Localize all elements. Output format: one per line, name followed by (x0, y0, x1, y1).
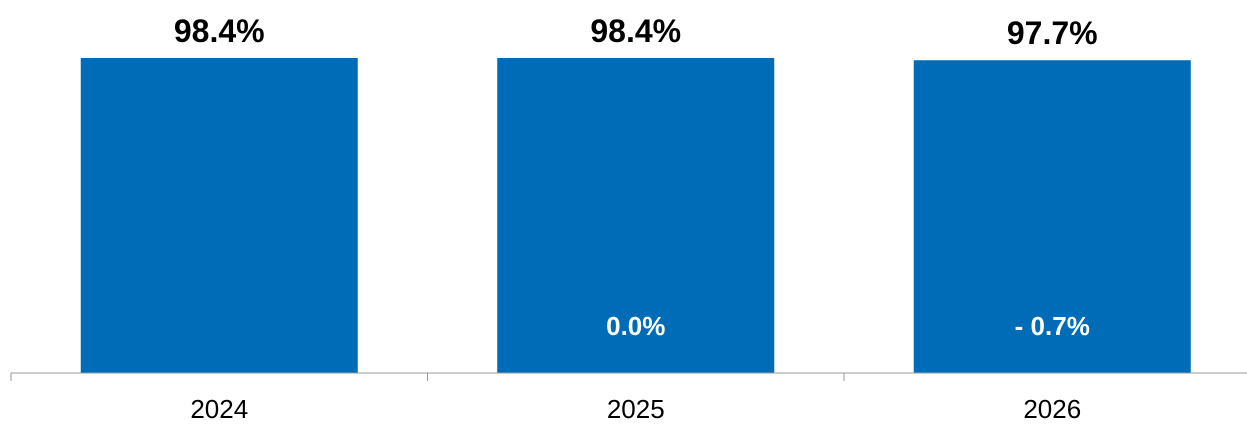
x-axis: 2024 2025 2026 (10, 372, 1247, 424)
bar-2025 (497, 58, 775, 373)
value-label-2026: 97.7% (1007, 15, 1098, 51)
bar-2024 (80, 58, 358, 373)
labels-layer: 98.4% 98.4% 0.0% 97.7% - 0.7% (174, 13, 1098, 341)
bar-2026 (913, 60, 1191, 374)
value-label-2024: 98.4% (174, 13, 265, 49)
x-tick-label-2025: 2025 (607, 394, 665, 422)
change-label-2026: - 0.7% (1015, 311, 1090, 341)
value-label-2025: 98.4% (590, 13, 681, 49)
bars-layer (80, 58, 1191, 374)
x-tick-label-2024: 2024 (190, 394, 248, 422)
change-label-2025: 0.0% (606, 311, 665, 341)
x-tick-label-2026: 2026 (1023, 394, 1081, 422)
